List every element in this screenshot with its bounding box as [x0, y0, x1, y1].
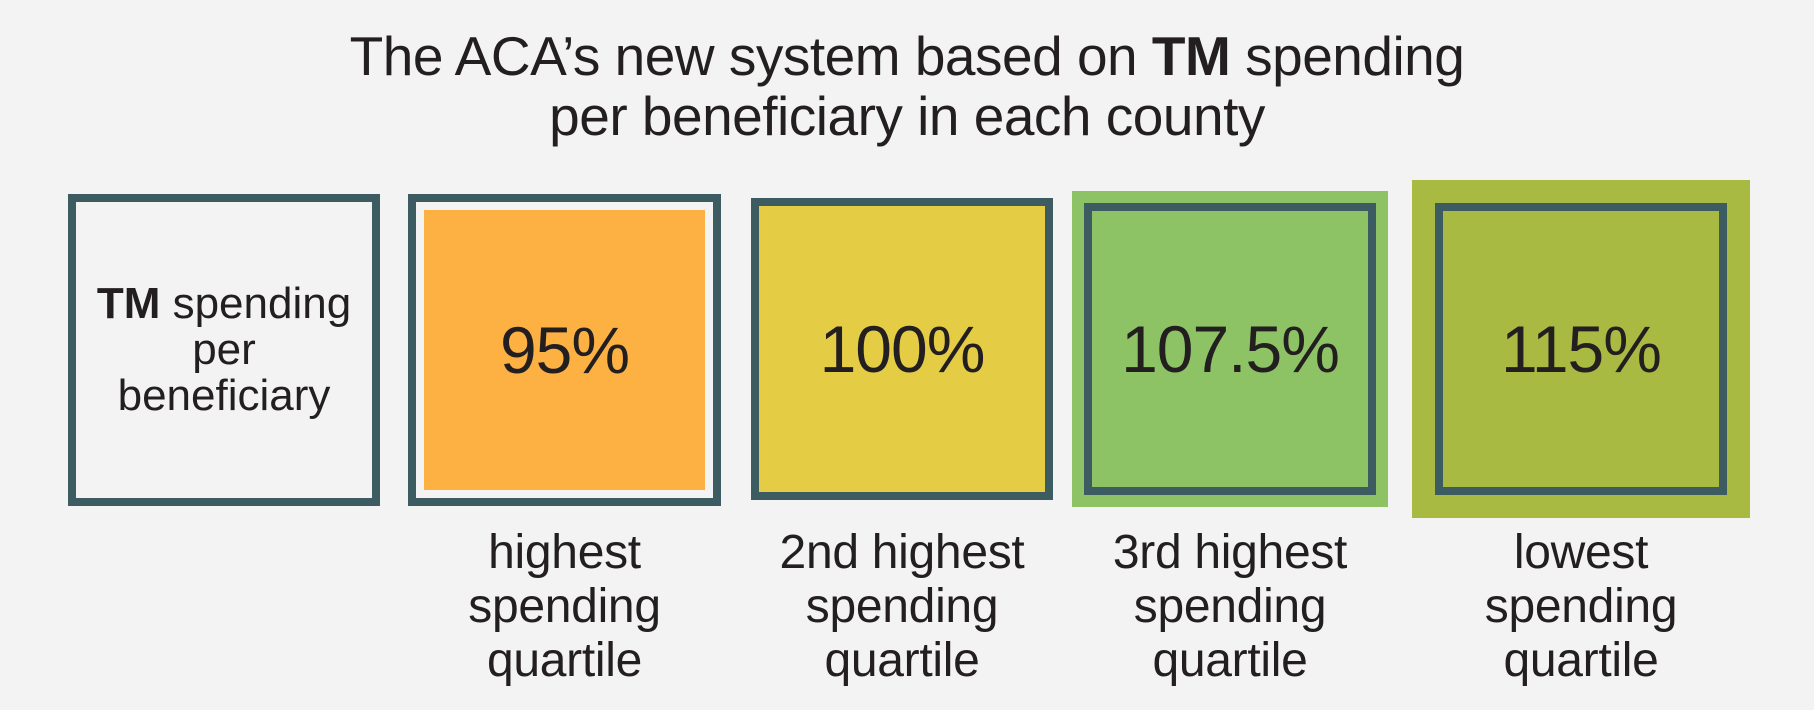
caption-lowest: lowest spending quartile [1412, 526, 1750, 688]
caption-line: lowest [1513, 526, 1649, 579]
label-box: TM spending per beneficiary [68, 194, 380, 506]
quartile-fill: 115% [1435, 203, 1727, 495]
quartile-value: 100% [819, 312, 986, 386]
label-line-1: TM spending [97, 281, 351, 327]
caption-line: spending [1133, 580, 1327, 633]
caption-line: spending [1484, 580, 1678, 633]
quartile-value: 107.5% [1121, 312, 1340, 386]
quartile-box-2nd-highest: 100% [751, 198, 1053, 500]
label-text: spending [160, 279, 352, 328]
caption-highest: highest spending quartile [408, 526, 721, 688]
caption-line: highest [488, 526, 641, 579]
title-bold-text: TM [1151, 25, 1231, 87]
quartile-box-3rd-highest: 107.5% [1072, 191, 1388, 507]
quartile-fill: 95% [424, 210, 705, 490]
quartile-box-lowest: 115% [1412, 180, 1750, 518]
title-text: The ACA’s new system based on [349, 25, 1152, 87]
caption-line: quartile [1152, 634, 1308, 687]
quartile-value: 95% [499, 313, 630, 387]
title-text: spending [1230, 25, 1465, 87]
caption-line: quartile [1503, 634, 1659, 687]
caption-2nd-highest: 2nd highest spending quartile [742, 526, 1062, 688]
title-line-1: The ACA’s new system based on TM spendin… [0, 26, 1814, 86]
page-title: The ACA’s new system based on TM spendin… [0, 26, 1814, 146]
quartile-value: 115% [1501, 312, 1662, 386]
caption-line: 2nd highest [779, 526, 1025, 579]
quartile-box-highest: 95% [408, 194, 721, 506]
caption-3rd-highest: 3rd highest spending quartile [1070, 526, 1390, 688]
label-line-2: per [192, 325, 256, 374]
caption-line: 3rd highest [1112, 526, 1348, 579]
label-bold-text: TM [96, 279, 161, 328]
quartile-fill: 107.5% [1084, 203, 1376, 495]
caption-line: quartile [824, 634, 980, 687]
caption-line: quartile [486, 634, 643, 687]
caption-line: spending [468, 580, 661, 633]
label-line-3: beneficiary [117, 371, 331, 420]
title-line-2: per beneficiary in each county [549, 85, 1265, 147]
caption-line: spending [805, 580, 999, 633]
